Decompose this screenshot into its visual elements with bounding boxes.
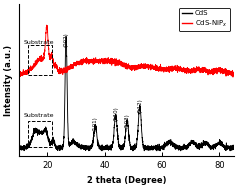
X-axis label: 2 theta (Degree): 2 theta (Degree) <box>87 176 166 185</box>
Text: (002): (002) <box>64 33 69 47</box>
Text: Substrate: Substrate <box>24 40 55 45</box>
Text: (112): (112) <box>137 98 142 113</box>
Text: (103): (103) <box>125 114 130 129</box>
Legend: CdS, CdS-NiP$_x$: CdS, CdS-NiP$_x$ <box>179 8 230 32</box>
Bar <box>28 45 52 75</box>
Text: (110): (110) <box>113 107 118 122</box>
Y-axis label: Intensity (a.u.): Intensity (a.u.) <box>4 45 13 116</box>
Text: Substrate: Substrate <box>24 113 55 118</box>
Text: (101): (101) <box>93 117 98 131</box>
Bar <box>28 121 52 147</box>
